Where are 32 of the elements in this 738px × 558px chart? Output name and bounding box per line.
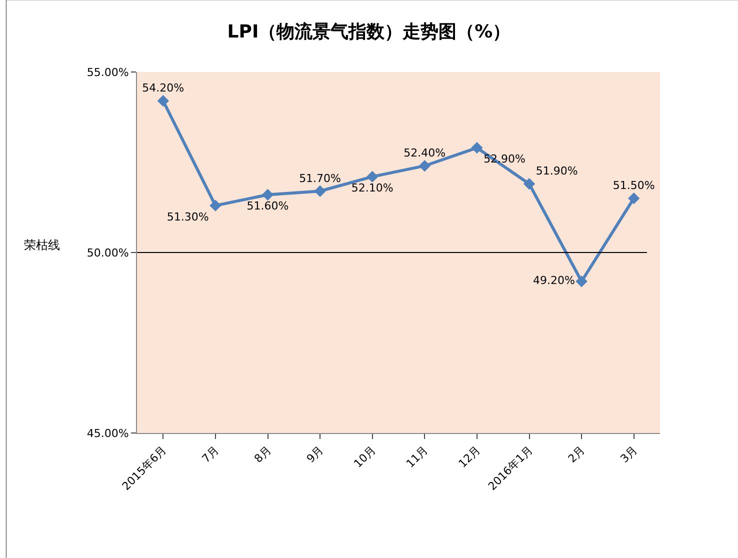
- point: [576, 276, 588, 288]
- chart-title: LPI（物流景气指数）走势图（%）: [227, 22, 511, 43]
- ref-line-label: 荣枯线: [24, 238, 60, 252]
- x-tick-label: 7月: [200, 444, 222, 466]
- data-label: 51.60%: [246, 200, 289, 213]
- point: [157, 95, 169, 107]
- data-label: 52.10%: [351, 182, 394, 195]
- point: [523, 178, 536, 190]
- data-label: 51.90%: [536, 164, 578, 178]
- data-label: 51.30%: [166, 210, 209, 224]
- x-tick-label: 3月: [618, 444, 640, 466]
- point: [628, 192, 640, 204]
- x-tick-label: 9月: [304, 444, 326, 466]
- data-label: 54.20%: [142, 82, 184, 95]
- x-tick-label: 12月: [456, 444, 483, 470]
- point: [210, 200, 222, 212]
- data-label: 49.20%: [532, 274, 575, 288]
- x-tick-label: 8月: [252, 444, 274, 466]
- point: [471, 142, 483, 154]
- y-tick-label: 45.00%: [86, 426, 129, 440]
- point: [262, 188, 274, 201]
- y-tick-label: 55.00%: [86, 66, 129, 79]
- data-label: 51.50%: [612, 178, 655, 192]
- data-label: 51.70%: [299, 172, 342, 185]
- data-label: 52.40%: [404, 146, 446, 160]
- y-tick-label: 50.00%: [86, 246, 129, 260]
- point: [366, 170, 378, 183]
- x-tick-label: 11月: [404, 444, 431, 470]
- point: [314, 185, 326, 197]
- x-tick-label: 2月: [566, 444, 588, 466]
- point: [418, 160, 430, 172]
- x-tick-label: 10月: [351, 444, 378, 470]
